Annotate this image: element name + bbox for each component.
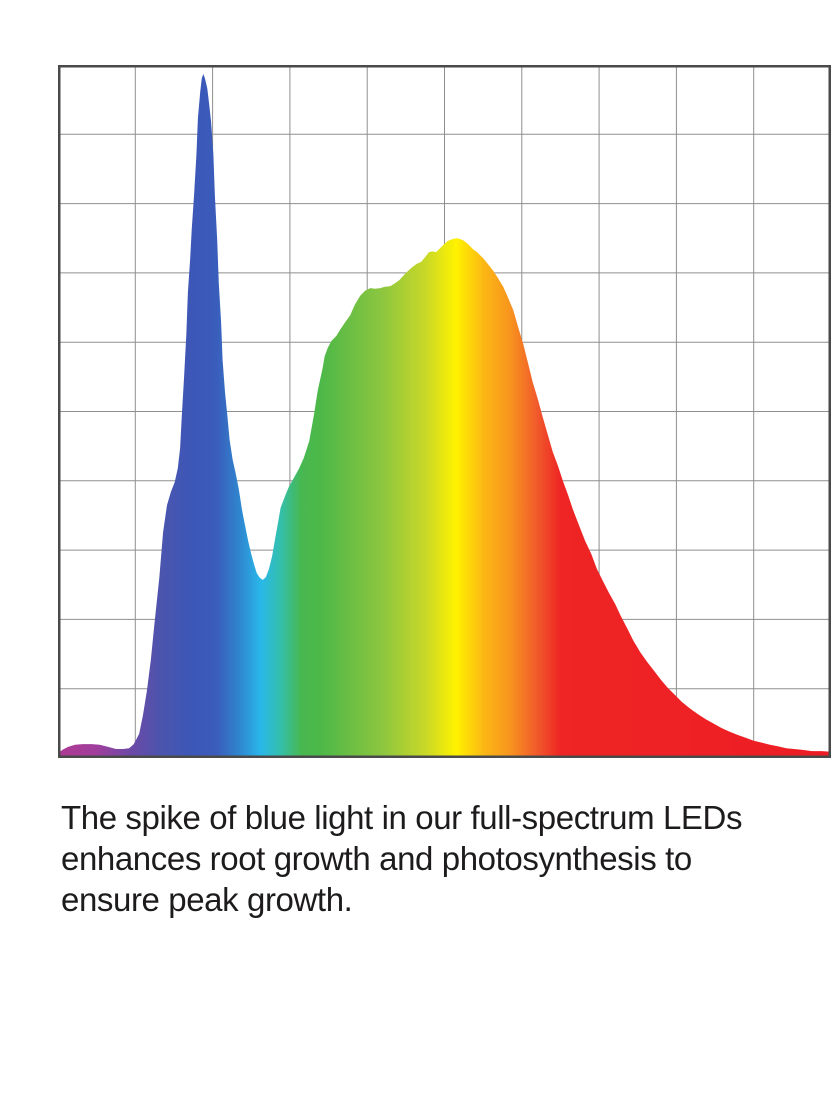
caption-line: The spike of blue light in our full-spec… <box>61 799 743 836</box>
spectrum-chart <box>58 65 831 758</box>
caption: The spike of blue light in our full-spec… <box>61 797 742 920</box>
spectrum-chart-svg <box>58 65 831 758</box>
caption-line: enhances root growth and photosynthesis … <box>61 840 692 877</box>
spectrum-area <box>58 74 831 758</box>
caption-line: ensure peak growth. <box>61 881 353 918</box>
chart-border <box>58 65 831 758</box>
